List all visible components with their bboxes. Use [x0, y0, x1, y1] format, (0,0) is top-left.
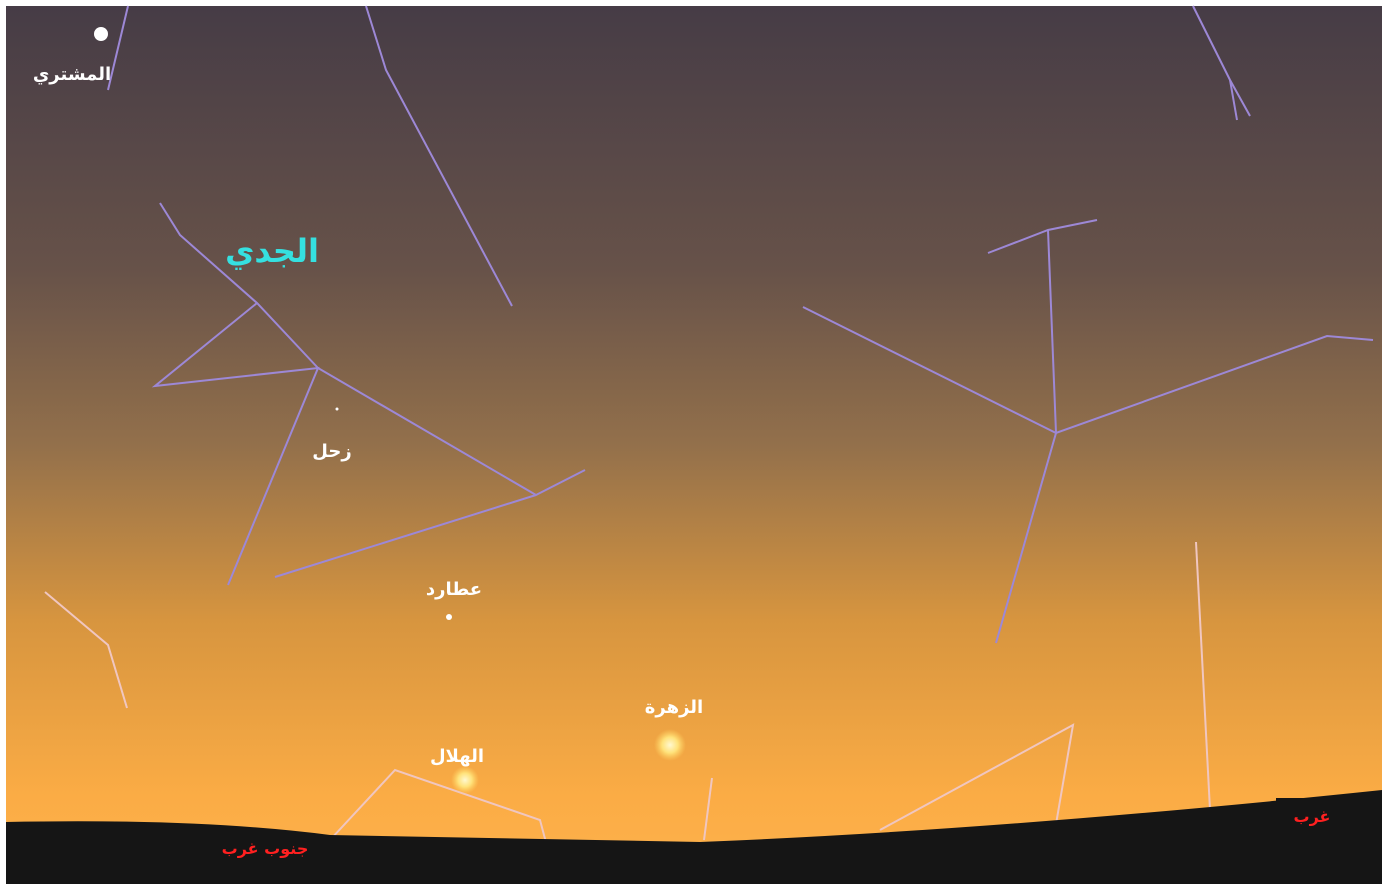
venus [654, 729, 686, 761]
direction-label: جنوب غرب [222, 839, 309, 858]
sky-background [6, 6, 1382, 884]
saturn [336, 408, 339, 411]
mercury [446, 614, 452, 620]
moon [451, 766, 479, 794]
planet-label: عطارد [426, 579, 482, 600]
sky-view: المشتري الجدي زحل عطارد الزهرة الهلال غر… [0, 0, 1390, 884]
page: المشتري الجدي زحل عطارد الزهرة الهلال غر… [0, 0, 1390, 884]
planet-label: زحل [312, 441, 351, 462]
planet-label: الهلال [430, 746, 484, 767]
constellation-label: الجدي [225, 232, 319, 270]
planet-label: المشتري [33, 64, 111, 85]
planet-label: الزهرة [645, 697, 703, 718]
direction-label: غرب [1294, 807, 1331, 826]
jupiter [94, 27, 108, 41]
